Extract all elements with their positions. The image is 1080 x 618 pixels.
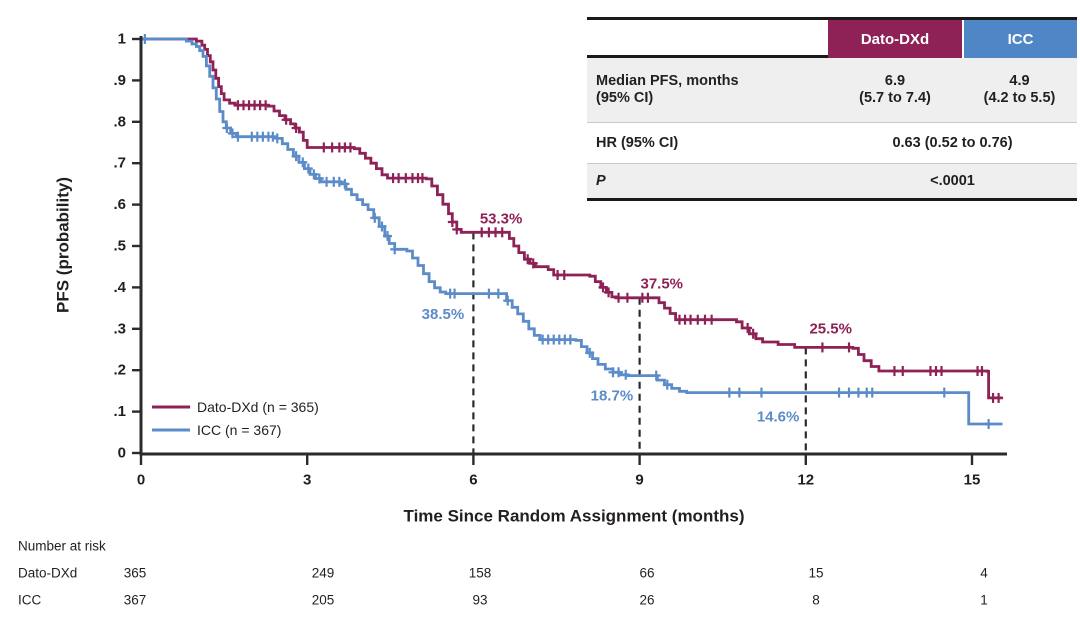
landmark-label-icc-14-6-: 14.6% [757,408,800,425]
risk-value-dato-dxd-3mo: 249 [312,566,335,581]
y-tick-label-1: 1 [118,31,126,48]
x-tick-label-6: 6 [469,472,477,489]
median-pfs-label-line2: (95% CI) [596,90,654,106]
y-tick-label-.6: .6 [113,196,126,213]
risk-value-icc-9mo: 26 [639,593,654,608]
p-label: P [596,172,606,189]
x-tick-label-0: 0 [137,472,145,489]
y-tick-label-.3: .3 [113,320,126,337]
y-tick-label-.9: .9 [113,72,126,89]
median-pfs-dato-months: 6.9 [884,73,906,89]
risk-value-icc-12mo: 8 [812,593,820,608]
y-tick-label-.2: .2 [113,362,126,379]
km-series-icc [140,34,1003,430]
landmark-label-icc-38-5-: 38.5% [422,306,465,323]
y-tick-label-0: 0 [118,445,126,462]
median-pfs-icc-months: 4.9 [1009,73,1030,89]
km-curve-icc [141,37,1003,426]
risk-row-label-dato-dxd: Dato-DXd [18,566,77,581]
median-pfs-dato-value: 6.9 (5.7 to 7.4) [828,73,962,107]
x-tick-label-12: 12 [797,472,814,489]
legend-label-dato-dxd: Dato-DXd (n = 365) [197,399,319,415]
median-pfs-label: Median PFS, months (95% CI) [587,73,828,107]
censor-marks-dato-dxd [233,100,1004,403]
summary-header-dato: Dato-DXd [828,20,962,58]
summary-table: Dato-DXd ICC Median PFS, months (95% CI)… [587,17,1077,201]
median-pfs-icc-ci: (4.2 to 5.5) [983,90,1056,106]
summary-row-hr: HR (95% CI) 0.63 (0.52 to 0.76) [587,123,1077,164]
y-tick-label-.1: .1 [113,403,126,420]
risk-value-icc-0mo: 367 [124,593,147,608]
risk-value-icc-6mo: 93 [472,593,487,608]
x-axis-title: Time Since Random Assignment (months) [404,507,745,526]
x-tick-label-3: 3 [303,472,311,489]
median-pfs-dato-ci: (5.7 to 7.4) [859,90,931,106]
summary-row-median-pfs: Median PFS, months (95% CI) 6.9 (5.7 to … [587,58,1077,123]
summary-row-p-value: P <.0001 [587,164,1077,198]
risk-row-label-icc: ICC [18,593,42,608]
summary-header-icc: ICC [962,20,1077,58]
risk-value-dato-dxd-15mo: 4 [980,566,988,581]
landmark-label-icc-18-7-: 18.7% [591,387,634,404]
landmark-label-dato-dxd-53-3-: 53.3% [480,211,523,228]
p-value: <.0001 [930,173,975,189]
y-axis-title: PFS (probability) [54,177,73,313]
hr-value: 0.63 (0.52 to 0.76) [892,135,1013,151]
risk-value-icc-3mo: 205 [312,593,335,608]
summary-table-header: Dato-DXd ICC [587,20,1077,58]
y-tick-label-.4: .4 [113,279,126,296]
x-tick-label-9: 9 [635,472,643,489]
risk-value-dato-dxd-12mo: 15 [808,566,823,581]
median-pfs-label-line1: Median PFS, months [596,73,739,89]
risk-value-dato-dxd-0mo: 365 [124,566,147,581]
x-tick-label-15: 15 [964,472,981,489]
risk-value-icc-15mo: 1 [980,593,988,608]
legend-label-icc: ICC (n = 367) [197,422,281,438]
risk-table-title: Number at risk [18,539,106,554]
hr-label: HR (95% CI) [596,134,679,151]
risk-value-dato-dxd-6mo: 158 [469,566,492,581]
y-tick-label-.7: .7 [113,155,126,172]
landmark-label-dato-dxd-37-5-: 37.5% [640,276,683,293]
censor-marks-icc [140,34,994,430]
km-series-dato-dxd [141,37,1004,403]
landmark-label-dato-dxd-25-5-: 25.5% [809,320,852,337]
y-tick-label-.8: .8 [113,113,126,130]
summary-header-blank-cell [587,20,828,58]
risk-value-dato-dxd-9mo: 66 [639,566,654,581]
y-tick-label-.5: .5 [113,238,126,255]
median-pfs-icc-value: 4.9 (4.2 to 5.5) [962,73,1077,107]
